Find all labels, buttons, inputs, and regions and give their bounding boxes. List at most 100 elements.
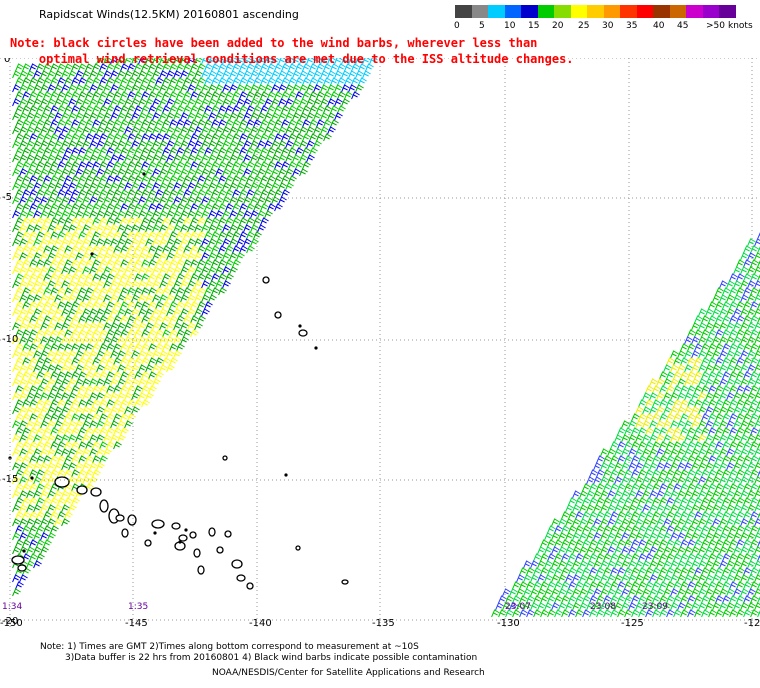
- wind-barb: [659, 385, 668, 394]
- wind-barb: [22, 217, 31, 226]
- wind-barb: [29, 259, 38, 268]
- wind-barb: [572, 574, 581, 583]
- wind-barb: [96, 308, 105, 317]
- wind-barb: [736, 525, 745, 534]
- wind-barb: [201, 308, 210, 317]
- wind-barb: [624, 525, 633, 534]
- wind-barb: [222, 126, 231, 135]
- wind-barb: [656, 378, 665, 387]
- wind-barb: [666, 553, 675, 562]
- wind-barb: [701, 357, 710, 366]
- wind-barb: [29, 385, 38, 394]
- wind-barb: [173, 154, 182, 163]
- wind-barb: [729, 301, 738, 310]
- wind-barb: [110, 84, 119, 93]
- wind-barb: [743, 385, 752, 394]
- wind-barb: [614, 476, 623, 485]
- wind-barb: [43, 511, 52, 520]
- wind-barb: [733, 560, 742, 569]
- wind-barb: [26, 112, 35, 121]
- wind-barb: [138, 112, 147, 121]
- wind-barb: [701, 609, 710, 618]
- wind-barb: [68, 322, 77, 331]
- wind-barb: [169, 147, 178, 156]
- wind-barb: [68, 84, 77, 93]
- wind-barb: [649, 462, 658, 471]
- wind-barb: [204, 273, 213, 282]
- wind-barb: [208, 168, 217, 177]
- wind-barb: [71, 287, 80, 296]
- wind-barb: [61, 420, 70, 429]
- wind-barb: [687, 399, 696, 408]
- wind-barb: [208, 238, 217, 247]
- wind-barb: [666, 567, 675, 576]
- wind-barb: [211, 259, 220, 268]
- wind-barb: [176, 343, 185, 352]
- wind-barb: [306, 154, 315, 163]
- wind-barb: [705, 518, 714, 527]
- colorbar-label: 5: [479, 21, 485, 31]
- wind-barb: [103, 378, 112, 387]
- wind-barb: [754, 238, 760, 247]
- wind-barb: [617, 567, 626, 576]
- wind-barb: [15, 343, 24, 352]
- wind-barb: [750, 385, 759, 394]
- wind-barb: [159, 112, 168, 121]
- wind-barb: [204, 77, 213, 86]
- wind-barb: [138, 308, 147, 317]
- wind-barb: [29, 119, 38, 128]
- wind-barb: [12, 406, 21, 415]
- wind-barb: [729, 497, 738, 506]
- wind-barb: [614, 574, 623, 583]
- wind-barb: [684, 462, 693, 471]
- wind-barb: [687, 371, 696, 380]
- wind-barb: [78, 441, 87, 450]
- wind-barb: [120, 259, 129, 268]
- wind-barb: [754, 546, 760, 555]
- wind-barb: [218, 175, 227, 184]
- wind-barb: [642, 406, 651, 415]
- wind-barb: [110, 280, 119, 289]
- wind-barb: [15, 413, 24, 422]
- wind-barb: [145, 378, 154, 387]
- wind-barb: [628, 532, 637, 541]
- wind-barb: [547, 595, 556, 604]
- wind-barb: [61, 140, 70, 149]
- wind-barb: [260, 77, 269, 86]
- wind-barb: [15, 357, 24, 366]
- wind-barb: [519, 567, 528, 576]
- wind-barb: [719, 532, 728, 541]
- wind-barb: [698, 420, 707, 429]
- wind-barb: [36, 371, 45, 380]
- wind-barb: [134, 161, 143, 170]
- wind-barb: [589, 483, 598, 492]
- wind-barb: [106, 147, 115, 156]
- wind-barb: [82, 154, 91, 163]
- wind-barb: [572, 560, 581, 569]
- wind-barb: [757, 274, 760, 282]
- wind-barb: [54, 182, 63, 191]
- wind-barb: [712, 448, 721, 457]
- wind-barb: [124, 168, 133, 177]
- wind-barb: [309, 77, 318, 86]
- wind-barb: [29, 483, 38, 492]
- wind-barb: [635, 574, 644, 583]
- wind-barb: [645, 511, 654, 520]
- wind-barb: [50, 91, 59, 100]
- wind-barb: [701, 455, 710, 464]
- wind-barb: [537, 546, 546, 555]
- wind-barb: [687, 441, 696, 450]
- wind-barb: [43, 189, 52, 198]
- wind-barb: [89, 98, 98, 107]
- wind-barb: [642, 476, 651, 485]
- wind-barb: [85, 455, 94, 464]
- wind-barb: [106, 161, 115, 170]
- wind-barb: [691, 350, 700, 359]
- wind-barb: [33, 434, 42, 443]
- latitude-tick-label: 0: [4, 58, 10, 65]
- wind-barb: [677, 504, 686, 513]
- wind-barb: [747, 336, 756, 345]
- wind-barb: [225, 133, 234, 142]
- wind-barb: [141, 203, 150, 212]
- wind-barb: [134, 119, 143, 128]
